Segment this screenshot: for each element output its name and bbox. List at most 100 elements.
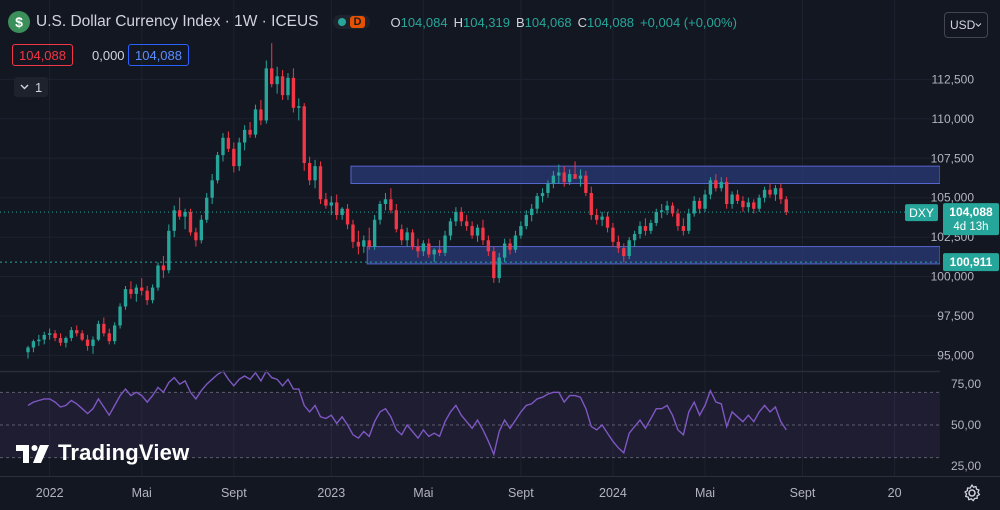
candle-up [134, 287, 139, 294]
candle-down [335, 202, 339, 216]
candle-down [400, 229, 404, 241]
candle-up [638, 226, 642, 234]
time-tick-label: 2023 [317, 486, 345, 500]
candle-up [150, 287, 155, 301]
candle-down [107, 333, 111, 342]
buy-price-button[interactable]: 104,088 [128, 44, 189, 66]
candle-down [459, 211, 463, 222]
symbol-title[interactable]: U.S. Dollar Currency Index · 1W · ICEUS [36, 13, 319, 30]
change-value: +0,004 (+0,00%) [640, 14, 737, 30]
candle-down [492, 251, 496, 279]
candle-up [502, 243, 507, 258]
candle-up [530, 208, 534, 216]
tradingview-mark-icon [16, 445, 49, 463]
candle-down [481, 227, 485, 241]
candle-down [437, 249, 442, 253]
currency-selector[interactable]: USD [944, 12, 988, 38]
candle-down [129, 289, 133, 294]
candle-up [242, 129, 247, 143]
candle-down [416, 246, 420, 252]
candle-down [145, 290, 149, 301]
candle-down [270, 68, 274, 85]
candle-down [307, 163, 312, 181]
time-tick-label: Mai [695, 486, 715, 500]
candle-down [259, 109, 263, 121]
gear-icon[interactable] [962, 483, 982, 503]
price-tick-label: 105,000 [931, 191, 975, 205]
rsi-tick-label: 75,00 [951, 377, 981, 391]
countdown-tag: 4d 13h [953, 221, 988, 233]
candle-down [470, 226, 474, 236]
indicators-toggle[interactable]: 1 [14, 77, 49, 97]
candle-up [600, 216, 604, 220]
price-tick-label: 110,000 [932, 112, 975, 126]
candle-up [649, 222, 653, 231]
candle-down [595, 215, 599, 220]
candle-down [741, 200, 745, 208]
time-axis[interactable]: 2022 Mai Sept 2023 Mai Sept 2024 Mai Sept 20 [0, 476, 1000, 501]
candle-up [383, 199, 388, 204]
candle-down [584, 175, 588, 193]
candle-up [632, 233, 637, 241]
candle-up [118, 306, 122, 326]
candle-up [757, 197, 761, 209]
candle-up [69, 330, 74, 339]
candle-up [708, 180, 713, 195]
candle-up [719, 181, 723, 189]
candle-up [448, 221, 453, 236]
candle-down [752, 202, 756, 209]
candle-up [167, 230, 171, 271]
delayed-badge: D [349, 16, 366, 28]
candle-up [199, 219, 203, 241]
candle-down [697, 200, 702, 209]
candle-up [546, 183, 550, 193]
rsi-panel[interactable] [0, 369, 940, 459]
price-tick-label: 100,000 [931, 270, 975, 284]
candle-down [75, 330, 79, 334]
candle-up [42, 334, 46, 340]
tradingview-logo[interactable]: TradingView [16, 440, 189, 466]
time-tick-label: Mai [413, 486, 433, 500]
time-tick-label: 2024 [599, 486, 627, 500]
candle-down [573, 174, 577, 179]
candle-up [112, 325, 117, 342]
candle-down [194, 232, 198, 241]
candle-up [692, 200, 696, 214]
candle-up [172, 210, 176, 231]
candle-up [773, 188, 778, 195]
candle-up [405, 232, 409, 241]
time-tick-label: Mai [132, 486, 152, 500]
candle-up [443, 235, 447, 253]
last-price-tag-bg [943, 203, 999, 236]
time-tick-label: 2022 [36, 486, 64, 500]
market-open-dot-icon [337, 18, 346, 26]
candle-down [280, 76, 285, 96]
market-status[interactable]: D [332, 15, 371, 29]
candle-up [286, 77, 290, 96]
candle-down [102, 323, 106, 334]
candle-down [784, 199, 788, 213]
price-tick-label: 112,500 [932, 72, 975, 86]
symbol-header[interactable]: $ U.S. Dollar Currency Index · 1W · ICEU… [8, 8, 737, 36]
sell-price-button[interactable]: 104,088 [12, 44, 73, 66]
candle-up [535, 196, 539, 209]
candle-down [622, 248, 626, 257]
candle-up [64, 338, 68, 343]
candle-up [91, 339, 95, 346]
candle-down [302, 106, 306, 163]
candle-up [96, 323, 101, 340]
candle-down [345, 208, 350, 225]
candle-up [37, 339, 41, 342]
symbol-tag: DXY [909, 206, 934, 220]
candle-up [654, 211, 658, 223]
candle-up [275, 76, 279, 85]
candle-up [362, 240, 366, 247]
candle-down [670, 205, 675, 214]
candle-down [318, 166, 323, 200]
spread-value: 0,000 [92, 47, 125, 63]
candle-up [746, 202, 751, 208]
currency-value: USD [950, 18, 976, 32]
open-value: 104,084 [400, 14, 448, 30]
